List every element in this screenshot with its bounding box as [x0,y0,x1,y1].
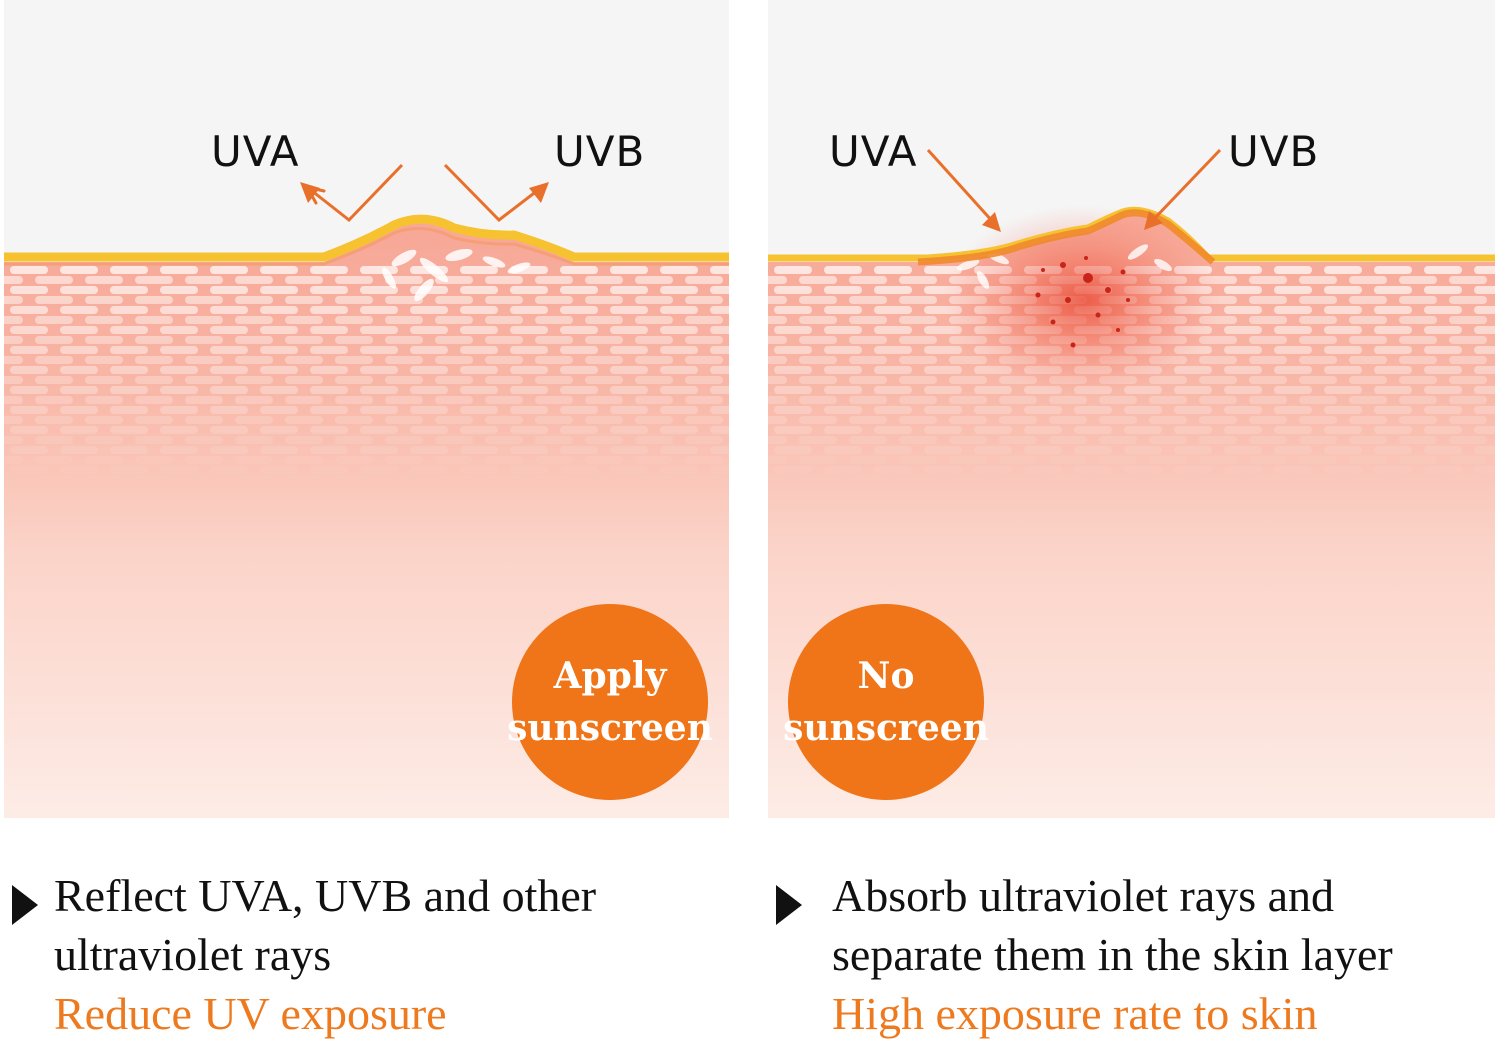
scattered-cells [382,248,531,302]
right-caption: Absorb ultraviolet rays and separate the… [832,866,1393,1043]
uvb-arrowhead [529,182,549,203]
uvb-label: UVB [554,127,646,176]
caption-highlight: High exposure rate to skin [832,988,1318,1039]
caption-line-1: Absorb ultraviolet rays and [832,870,1335,921]
caption-line-1: Reflect UVA, UVB and other [54,870,597,921]
apply-sunscreen-badge: Apply sunscreen [507,604,713,800]
uvb-arrowhead [1144,211,1163,230]
left-caption: Reflect UVA, UVB and other ultraviolet r… [54,866,596,1043]
uva-label: UVA [211,127,300,176]
uva-label: UVA [829,127,918,176]
caption-line-2: separate them in the skin layer [832,929,1393,980]
uva-absorbed-arrow [926,148,995,224]
no-sunscreen-panel: UVA UVB No sunscreen [768,0,1495,818]
uva-arrowhead [300,182,320,203]
uvb-label: UVB [1228,127,1320,176]
no-sunscreen-badge: No sunscreen [783,604,989,800]
badge-line-2: sunscreen [507,707,713,749]
apply-sunscreen-panel: UVA UVB Apply sunscreen [4,0,729,818]
damage-dots [1035,256,1130,348]
caption-line-2: ultraviolet rays [54,929,332,980]
uvb-absorbed-arrow [1151,148,1222,222]
burned-layer [917,209,1216,266]
skin-cells [4,265,729,485]
badge-line-2: sunscreen [783,707,989,749]
caption-highlight: Reduce UV exposure [54,988,447,1039]
bullet-triangle-icon [776,885,802,925]
uv-damage-area [943,205,1223,395]
uva-arrowhead [982,212,1001,232]
badge-line-1: Apply [553,655,667,697]
bullet-triangle-icon [12,885,38,925]
badge-line-1: No [857,655,915,697]
uvb-reflected-arrow [443,163,543,222]
sunscreen-layer [4,214,729,262]
